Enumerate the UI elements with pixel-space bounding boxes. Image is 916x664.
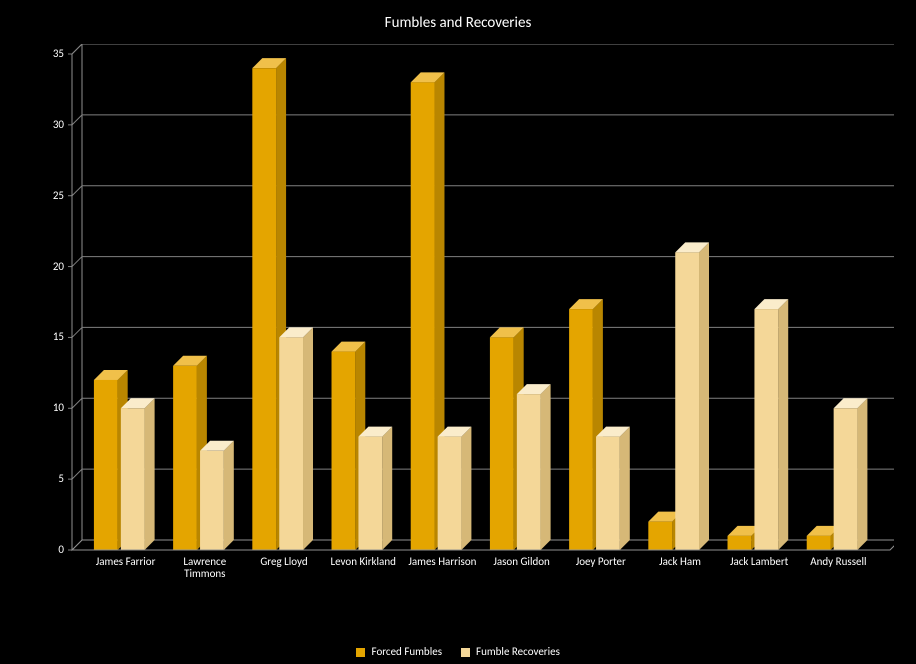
y-tick-label: 15 [53,330,64,343]
x-tick-label: Jason Gildon [481,556,563,568]
x-tick-label: Lawrence Timmons [164,556,246,580]
x-tick-label: James Harrison [401,556,483,568]
y-tick-label: 10 [53,401,64,414]
legend-label-0: Forced Fumbles [372,645,442,658]
y-tick-label: 25 [53,189,64,202]
y-tick-label: 30 [53,118,64,131]
plot-svg [64,44,894,564]
legend-label-1: Fumble Recoveries [476,645,560,658]
y-tick-label: 0 [58,543,64,556]
chart-container: Fumbles and Recoveries 0 5 10 15 20 25 30 35 Ja… [0,0,916,664]
legend-swatch-1 [461,648,470,657]
x-tick-label: Joey Porter [560,556,642,568]
y-tick-label: 20 [53,260,64,273]
x-tick-label: Andy Russell [797,556,879,568]
legend-item-1: Fumble Recoveries [461,645,560,658]
x-tick-label: Jack Ham [639,556,721,568]
x-tick-label: Levon Kirkland [322,556,404,568]
x-tick-label: Greg Lloyd [243,556,325,568]
y-tick-label: 5 [58,472,64,485]
x-tick-label: James Farrior [85,556,167,568]
legend: Forced Fumbles Fumble Recoveries [0,645,916,658]
x-tick-label: Jack Lambert [718,556,800,568]
legend-item-0: Forced Fumbles [356,645,442,658]
legend-swatch-0 [356,648,365,657]
plot-area [64,44,894,564]
y-tick-label: 35 [53,47,64,60]
chart-title: Fumbles and Recoveries [0,14,916,32]
